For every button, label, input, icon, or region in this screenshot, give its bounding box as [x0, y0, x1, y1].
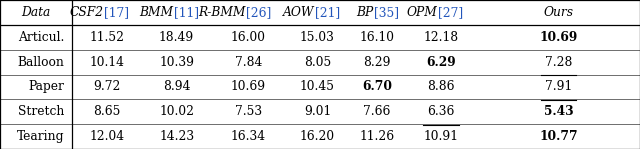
Text: [21]: [21]	[315, 6, 340, 19]
Text: 10.02: 10.02	[159, 105, 194, 118]
Text: R-BMM: R-BMM	[198, 6, 245, 19]
Text: [27]: [27]	[438, 6, 463, 19]
Text: 5.43: 5.43	[544, 105, 573, 118]
Text: [17]: [17]	[104, 6, 129, 19]
Text: 16.34: 16.34	[231, 130, 266, 143]
Text: 8.86: 8.86	[428, 80, 454, 93]
Text: 7.28: 7.28	[545, 56, 572, 69]
Text: 18.49: 18.49	[159, 31, 195, 44]
Text: CSF2: CSF2	[70, 6, 104, 19]
Text: BMM: BMM	[140, 6, 173, 19]
Text: 12.18: 12.18	[424, 31, 458, 44]
Text: 16.00: 16.00	[231, 31, 266, 44]
Text: BP: BP	[356, 6, 374, 19]
Text: Balloon: Balloon	[17, 56, 64, 69]
Text: 10.45: 10.45	[300, 80, 335, 93]
Text: [11]: [11]	[174, 6, 199, 19]
Text: 7.53: 7.53	[235, 105, 262, 118]
Text: 10.77: 10.77	[540, 130, 578, 143]
Text: 10.39: 10.39	[159, 56, 194, 69]
Text: 6.36: 6.36	[428, 105, 454, 118]
Text: OPM: OPM	[407, 6, 438, 19]
Text: 8.05: 8.05	[304, 56, 331, 69]
Text: 9.01: 9.01	[304, 105, 331, 118]
Text: Articul.: Articul.	[18, 31, 64, 44]
Text: 7.66: 7.66	[364, 105, 390, 118]
Text: 16.20: 16.20	[300, 130, 335, 143]
Text: 8.65: 8.65	[93, 105, 120, 118]
Text: 8.29: 8.29	[364, 56, 390, 69]
Text: Paper: Paper	[28, 80, 64, 93]
Text: Tearing: Tearing	[17, 130, 64, 143]
Text: 6.29: 6.29	[426, 56, 456, 69]
Text: [35]: [35]	[374, 6, 399, 19]
Text: 11.26: 11.26	[360, 130, 394, 143]
Text: 8.94: 8.94	[163, 80, 190, 93]
Text: 16.10: 16.10	[360, 31, 394, 44]
Text: AOW: AOW	[283, 6, 314, 19]
Text: 7.84: 7.84	[235, 56, 262, 69]
Text: 9.72: 9.72	[93, 80, 120, 93]
Text: 10.69: 10.69	[231, 80, 266, 93]
Text: 15.03: 15.03	[300, 31, 335, 44]
Text: 6.70: 6.70	[362, 80, 392, 93]
Text: Stretch: Stretch	[18, 105, 64, 118]
Text: 10.69: 10.69	[540, 31, 578, 44]
Text: 14.23: 14.23	[159, 130, 194, 143]
Text: 12.04: 12.04	[90, 130, 124, 143]
Text: 10.14: 10.14	[90, 56, 124, 69]
Text: Ours: Ours	[544, 6, 573, 19]
Text: Data: Data	[21, 6, 51, 19]
Text: 7.91: 7.91	[545, 80, 572, 93]
Text: 10.91: 10.91	[424, 130, 458, 143]
Text: [26]: [26]	[246, 6, 271, 19]
Text: 11.52: 11.52	[90, 31, 124, 44]
